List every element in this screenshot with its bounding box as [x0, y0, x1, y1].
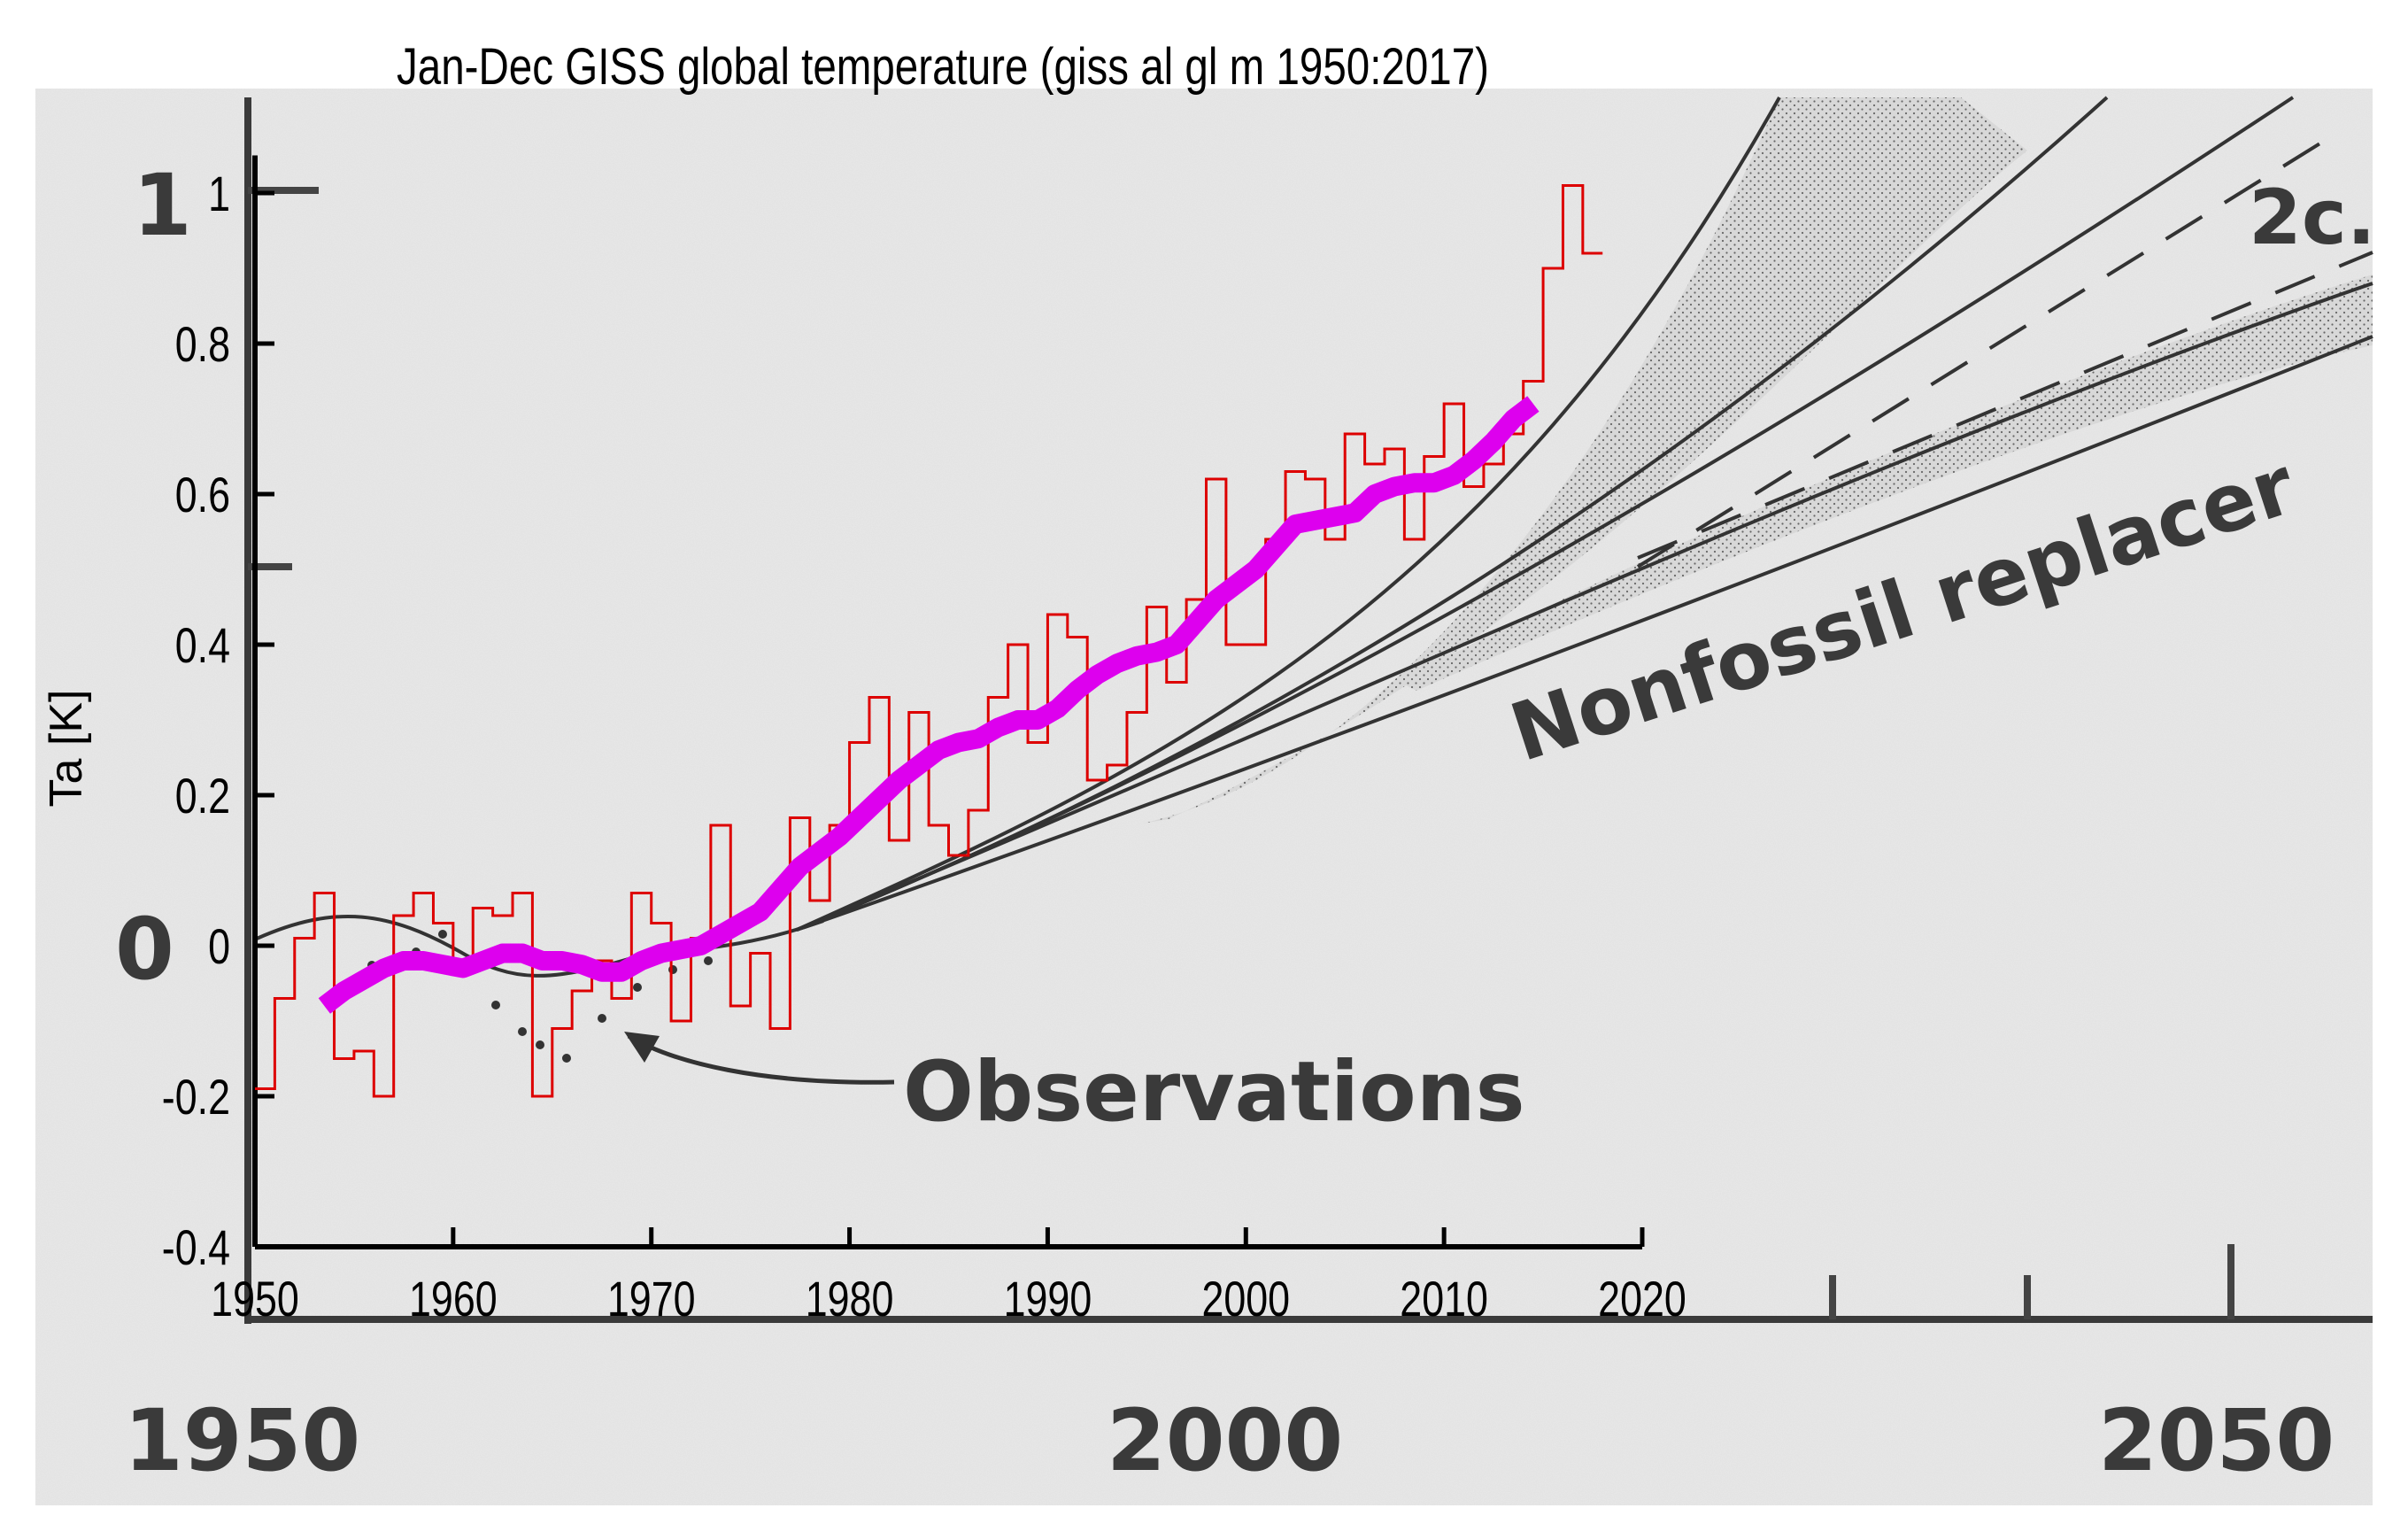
old-y-label-1: 1 — [133, 156, 192, 255]
observations-arrowhead — [624, 1032, 660, 1063]
y-tick-label: 0.4 — [175, 617, 230, 673]
x-tick-label: 2020 — [1598, 1271, 1686, 1326]
background-scan: 1 0 1950 2000 2050 Observations Nonfossi… — [35, 89, 2376, 1505]
scenario-dashed-2 — [1637, 251, 2373, 560]
scenario-line-5 — [796, 335, 2373, 932]
overlay-tick-labels: 1950 1960 1970 1980 1990 2000 2010 2020 -0.4 -0.2… — [162, 166, 1686, 1326]
y-tick-label: -0.2 — [162, 1069, 230, 1125]
old-y-label-0: 0 — [115, 900, 174, 999]
x-tick-label: 1990 — [1004, 1271, 1092, 1326]
y-axis-label: Ta [K] — [41, 690, 92, 808]
x-tick-label: 1960 — [409, 1271, 498, 1326]
x-tick-label: 2010 — [1400, 1271, 1488, 1326]
annual-temperature-step-line — [255, 184, 1603, 1098]
x-tick-label: 2000 — [1201, 1271, 1290, 1326]
chart-title: Jan-Dec GISS global temperature (giss al… — [397, 39, 1489, 97]
old-x-label-2000: 2000 — [1107, 1391, 1343, 1490]
old-x-label-1950: 1950 — [124, 1391, 360, 1490]
paper-texture — [35, 89, 2373, 1505]
2c-annotation: 2c. — [2249, 174, 2376, 262]
y-tick-label: 0.2 — [175, 768, 230, 824]
scenario-line-4 — [796, 282, 2373, 932]
old-x-label-2050: 2050 — [2098, 1391, 2335, 1490]
y-tick-label: 0 — [208, 918, 230, 974]
smoothed-temperature-line — [318, 396, 1540, 1014]
y-tick-label: 0.8 — [175, 316, 230, 372]
overlay-series — [255, 184, 1603, 1098]
scenario-band-upper — [1142, 97, 2027, 824]
x-tick-label: 1950 — [211, 1271, 299, 1326]
scenario-band-lower — [1399, 275, 2373, 691]
observations-annotation: Observations — [903, 1044, 1525, 1141]
y-tick-label: -0.4 — [162, 1219, 230, 1275]
old-observed-curve — [256, 914, 824, 978]
y-tick-label: 0.6 — [175, 467, 230, 522]
overlay-axes — [252, 155, 1645, 1249]
x-tick-label: 1970 — [607, 1271, 696, 1326]
y-tick-label: 1 — [208, 166, 230, 221]
scenario-line-1 — [796, 97, 1781, 932]
x-tick-label: 1980 — [806, 1271, 894, 1326]
